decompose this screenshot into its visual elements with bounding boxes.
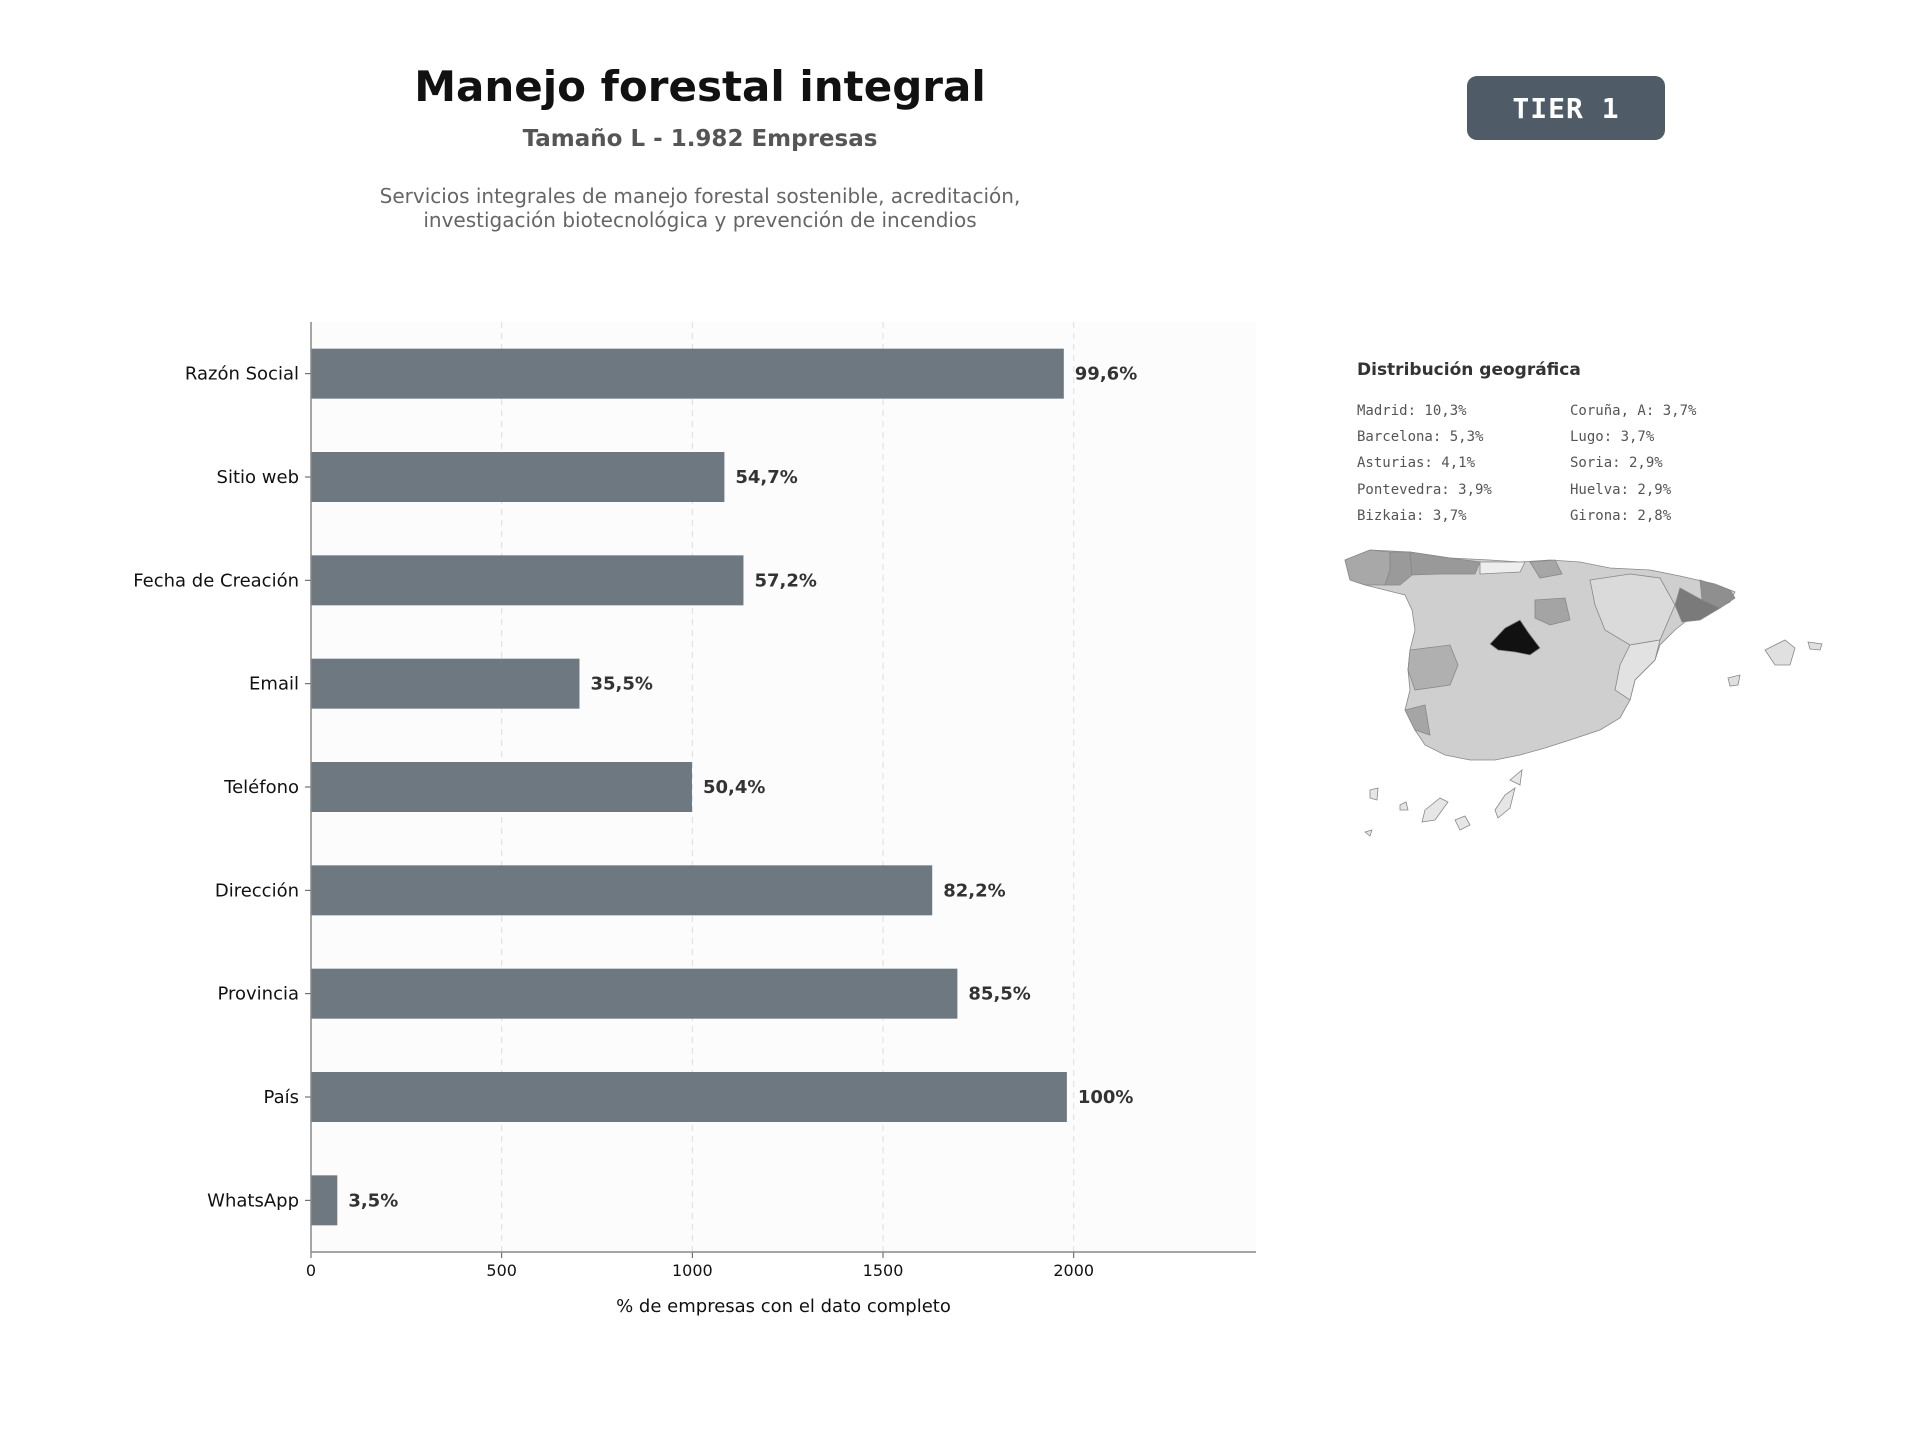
map-valencia bbox=[1614, 639, 1661, 701]
bar-value-label: 85,5% bbox=[968, 984, 1030, 1005]
geo-item: Coruña, A: 3,7% bbox=[1570, 403, 1697, 419]
spain-choropleth-map bbox=[1344, 549, 1823, 837]
bar-value-label: 100% bbox=[1078, 1087, 1134, 1108]
bar-value-label: 57,2% bbox=[754, 570, 816, 591]
map-canary-1 bbox=[1369, 787, 1379, 801]
map-mallorca bbox=[1764, 639, 1796, 666]
map-menorca bbox=[1807, 641, 1823, 651]
map-canary-2 bbox=[1399, 801, 1409, 811]
bar-value-label: 82,2% bbox=[943, 880, 1005, 901]
geo-item: Pontevedra: 3,9% bbox=[1357, 481, 1492, 498]
geo-item: Soria: 2,9% bbox=[1570, 455, 1663, 472]
geo-item: Madrid: 10,3% bbox=[1357, 403, 1467, 419]
map-ibiza bbox=[1727, 674, 1741, 687]
bar-value-label: 35,5% bbox=[590, 674, 652, 695]
bar bbox=[311, 1175, 338, 1226]
chart-description: Servicios integrales de manejo forestal … bbox=[250, 184, 1150, 232]
x-tick-label: 1500 bbox=[863, 1261, 904, 1280]
map-asturias bbox=[1409, 551, 1481, 576]
geo-item: Asturias: 4,1% bbox=[1357, 455, 1476, 472]
bar bbox=[311, 968, 958, 1019]
geo-item: Girona: 2,8% bbox=[1570, 507, 1672, 524]
x-tick-label: 500 bbox=[486, 1261, 517, 1280]
bar-value-label: 50,4% bbox=[703, 777, 765, 798]
map-canary-7 bbox=[1364, 829, 1373, 837]
map-canary-3 bbox=[1421, 797, 1449, 823]
bar bbox=[311, 865, 933, 916]
description-line-2: investigación biotecnológica y prevenció… bbox=[423, 208, 977, 232]
y-tick-label: Teléfono bbox=[223, 777, 299, 798]
chart-title: Manejo forestal integral bbox=[414, 62, 986, 111]
bar-value-label: 99,6% bbox=[1075, 364, 1137, 385]
y-tick-label: Razón Social bbox=[185, 364, 299, 385]
bar bbox=[311, 348, 1064, 399]
map-bizkaia bbox=[1529, 559, 1563, 579]
map-canary-6 bbox=[1509, 769, 1523, 786]
tier-badge: TIER 1 bbox=[1467, 76, 1665, 140]
bar bbox=[311, 452, 725, 502]
map-galicia bbox=[1344, 549, 1391, 586]
geo-item: Huelva: 2,9% bbox=[1570, 481, 1672, 498]
bar-value-label: 54,7% bbox=[735, 467, 797, 488]
map-canary-4 bbox=[1454, 815, 1471, 831]
bar bbox=[311, 658, 580, 709]
geo-item: Barcelona: 5,3% bbox=[1357, 429, 1484, 446]
geo-list-right: Coruña, A: 3,7% Lugo: 3,7% Soria: 2,9% H… bbox=[1570, 398, 1696, 529]
y-tick-label: Fecha de Creación bbox=[133, 570, 299, 591]
map-canary-5 bbox=[1494, 787, 1516, 819]
y-tick-label: Dirección bbox=[215, 880, 299, 901]
map-huelva bbox=[1404, 704, 1431, 736]
map-cantabria bbox=[1479, 561, 1526, 575]
bar-value-label: 3,5% bbox=[348, 1190, 398, 1211]
x-tick-label: 1000 bbox=[672, 1261, 713, 1280]
map-girona bbox=[1699, 579, 1736, 609]
y-tick-label: WhatsApp bbox=[207, 1190, 299, 1211]
x-axis-label: % de empresas con el dato completo bbox=[616, 1296, 951, 1317]
y-tick-label: Sitio web bbox=[217, 467, 299, 488]
map-soria bbox=[1534, 597, 1571, 626]
geo-title: Distribución geográfica bbox=[1357, 360, 1581, 380]
map-madrid bbox=[1489, 619, 1541, 656]
map-caceres bbox=[1407, 644, 1459, 691]
y-tick-label: Provincia bbox=[217, 984, 299, 1005]
y-tick-label: Email bbox=[249, 674, 299, 695]
y-tick-label: País bbox=[264, 1087, 299, 1108]
description-line-1: Servicios integrales de manejo forestal … bbox=[379, 184, 1021, 208]
geo-item: Bizkaia: 3,7% bbox=[1357, 507, 1467, 524]
bar bbox=[311, 1072, 1067, 1122]
geo-list-left: Madrid: 10,3% Barcelona: 5,3% Asturias: … bbox=[1357, 398, 1492, 529]
bar bbox=[311, 762, 692, 812]
bar bbox=[311, 555, 744, 606]
x-tick-label: 0 bbox=[306, 1261, 316, 1280]
x-tick-label: 2000 bbox=[1053, 1261, 1094, 1280]
chart-subtitle: Tamaño L - 1.982 Empresas bbox=[522, 126, 878, 152]
geo-item: Lugo: 3,7% bbox=[1570, 429, 1655, 446]
